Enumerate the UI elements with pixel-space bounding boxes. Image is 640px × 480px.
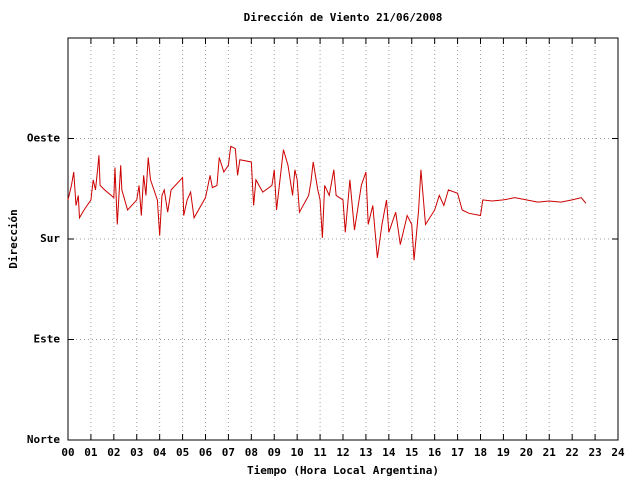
y-axis-label: Dirección <box>7 209 20 269</box>
x-tick-label: 09 <box>268 446 281 459</box>
data-line <box>67 145 587 261</box>
x-tick-label: 13 <box>359 446 372 459</box>
x-tick-label: 23 <box>588 446 601 459</box>
x-tick-label: 19 <box>497 446 510 459</box>
x-tick-label: 08 <box>245 446 258 459</box>
y-tick-label: Sur <box>40 232 60 245</box>
y-tick-label: Oeste <box>27 132 60 145</box>
x-tick-label: 01 <box>84 446 98 459</box>
x-tick-label: 21 <box>543 446 557 459</box>
plot-border <box>67 37 619 441</box>
x-tick-label: 02 <box>107 446 120 459</box>
x-tick-label: 17 <box>451 446 464 459</box>
x-tick-label: 22 <box>566 446 579 459</box>
x-tick-label: 10 <box>291 446 304 459</box>
x-tick-label: 03 <box>130 446 143 459</box>
x-tick-label: 05 <box>176 446 189 459</box>
x-tick-label: 20 <box>520 446 533 459</box>
x-tick-label: 00 <box>61 446 74 459</box>
x-tick-label: 11 <box>313 446 327 459</box>
chart-title: Dirección de Viento 21/06/2008 <box>244 11 443 24</box>
y-tick-label: Norte <box>27 433 60 446</box>
x-tick-label: 15 <box>405 446 418 459</box>
x-tick-label: 06 <box>199 446 213 459</box>
x-tick-label: 12 <box>336 446 349 459</box>
y-tick-label: Este <box>34 333 61 346</box>
x-axis-label: Tiempo (Hora Local Argentina) <box>247 464 439 477</box>
x-tick-label: 18 <box>474 446 487 459</box>
x-tick-label: 04 <box>153 446 167 459</box>
x-tick-label: 07 <box>222 446 235 459</box>
x-tick-label: 24 <box>611 446 625 459</box>
x-tick-label: 16 <box>428 446 442 459</box>
x-tick-label: 14 <box>382 446 396 459</box>
